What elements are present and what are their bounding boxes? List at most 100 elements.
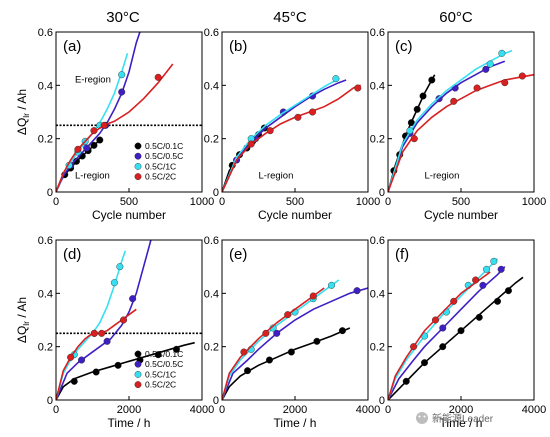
plot-frame [221,31,369,193]
x-tick-label-2: 4000 [522,404,546,416]
plot-frame [387,239,535,401]
legend: 0.5C/0.1C0.5C/0.5C0.5C/1C0.5C/2C [134,349,183,390]
x-axis-label: Time / h [274,416,317,430]
x-tick-label-1: 500 [120,196,138,208]
y-axis-label: ΔQlr / Ah [15,297,31,343]
x-axis-label: Time / h [440,416,483,430]
data-point-3-1 [90,329,98,337]
data-point-1-0 [273,329,281,337]
data-point-3-0 [240,348,248,356]
panel-letter: (d) [63,246,81,263]
data-point-2-3 [116,263,124,271]
data-point-0-5 [90,141,98,149]
y-tick-label-2: 0.4 [204,288,219,300]
data-point-3-1 [262,329,270,337]
y-tick-label-3: 0.6 [38,235,53,247]
y-tick-label-1: 0.2 [370,342,385,354]
legend-label-3: 0.5C/2C [145,172,176,182]
data-point-3-3 [309,108,317,116]
annotation-1: L-region [75,171,110,182]
data-point-2-3 [483,265,491,273]
watermark-text: 新能源Leader [432,412,494,425]
data-point-3-3 [501,79,509,87]
data-point-2-0 [406,127,414,135]
panel-2: 0 500 1000 0 0.2 0.4 0.6 (b) Cycle number L-regio… [204,27,381,222]
x-tick-label-1: 500 [452,196,470,208]
plot-area [222,75,362,192]
panel-letter: (a) [63,38,81,55]
data-point-3-2 [98,329,106,337]
data-point-3-2 [284,311,292,319]
data-point-0-2 [439,343,447,351]
data-point-3-2 [473,84,481,92]
legend-marker-2 [134,162,142,170]
x-tick-label-1: 500 [286,196,304,208]
data-point-3-1 [431,316,439,324]
plot-frame [387,31,535,193]
annotation-0: L-region [425,171,460,182]
data-point-2-4 [328,281,336,289]
data-point-3-2 [100,121,108,129]
data-point-0-1 [265,356,273,364]
x-tick-label-0: 0 [219,196,225,208]
x-axis-label: Cycle number [424,208,498,222]
legend-label-3: 0.5C/2C [145,380,176,390]
column-title-3: 60°C [439,9,473,26]
data-point-0-5 [494,297,502,305]
data-point-0-6 [504,287,512,295]
data-point-0-6 [96,136,104,144]
data-point-2-4 [118,71,126,79]
data-point-2-2 [110,279,118,287]
x-tick-label-2: 1000 [522,196,546,208]
data-point-0-1 [421,359,429,367]
data-point-0-5 [419,92,427,100]
legend-label-0: 0.5C/0.1C [145,141,183,151]
series-line-1 [222,79,347,192]
data-point-1-1 [103,337,111,345]
x-tick-label-0: 0 [53,404,59,416]
data-point-3-0 [410,135,418,143]
legend-label-1: 0.5C/0.5C [145,151,183,161]
data-point-3-1 [266,127,274,135]
y-tick-label-2: 0.4 [38,288,53,300]
data-point-2-2 [498,49,506,57]
data-point-3-3 [472,276,480,284]
data-point-3-0 [247,140,255,148]
data-point-0-4 [475,313,483,321]
watermark: 新能源Leader [416,412,494,425]
data-point-0-6 [428,76,436,84]
panels-group: 0 500 1000 0 0.2 0.4 0.6 (a) Cycle number ΔQlr / … [15,27,546,430]
data-point-3-3 [120,316,128,324]
data-point-1-2 [129,295,137,303]
data-point-3-2 [294,113,302,121]
column-title-2: 45°C [273,9,307,26]
data-point-1-1 [83,144,91,152]
data-point-1-0 [78,356,86,364]
x-axis-label: Time / h [108,416,151,430]
plot-area [56,32,174,192]
panel-3: 0 500 1000 0 0.2 0.4 0.6 (c) Cycle number L-regio… [370,27,547,222]
legend-marker-3 [134,381,142,388]
x-tick-label-2: 1000 [190,196,214,208]
y-tick-label-2: 0.4 [204,80,219,92]
y-tick-label-2: 0.4 [38,80,53,92]
panel-4: 0 2000 4000 0 0.2 0.4 0.6 (d) Time / h ΔQlr / Ah 0… [15,235,214,430]
data-point-3-0 [67,353,75,361]
data-point-3-0 [74,145,82,153]
plot-area [388,49,534,192]
data-point-3-2 [450,297,458,305]
legend-marker-1 [134,360,142,368]
annotation-0: L-region [259,171,294,182]
y-tick-label-1: 0.2 [204,342,219,354]
data-point-3-1 [450,97,458,105]
series-line-1 [222,287,368,400]
x-tick-label-0: 0 [385,404,391,416]
data-point-3-1 [90,127,98,135]
legend-label-0: 0.5C/0.1C [145,349,183,359]
legend-label-2: 0.5C/1C [145,161,176,171]
data-point-3-4 [354,84,362,92]
y-tick-label-0: 0 [379,187,385,199]
data-point-3-0 [410,343,418,351]
data-point-0-5 [172,345,180,353]
y-tick-label-1: 0.2 [38,134,53,146]
